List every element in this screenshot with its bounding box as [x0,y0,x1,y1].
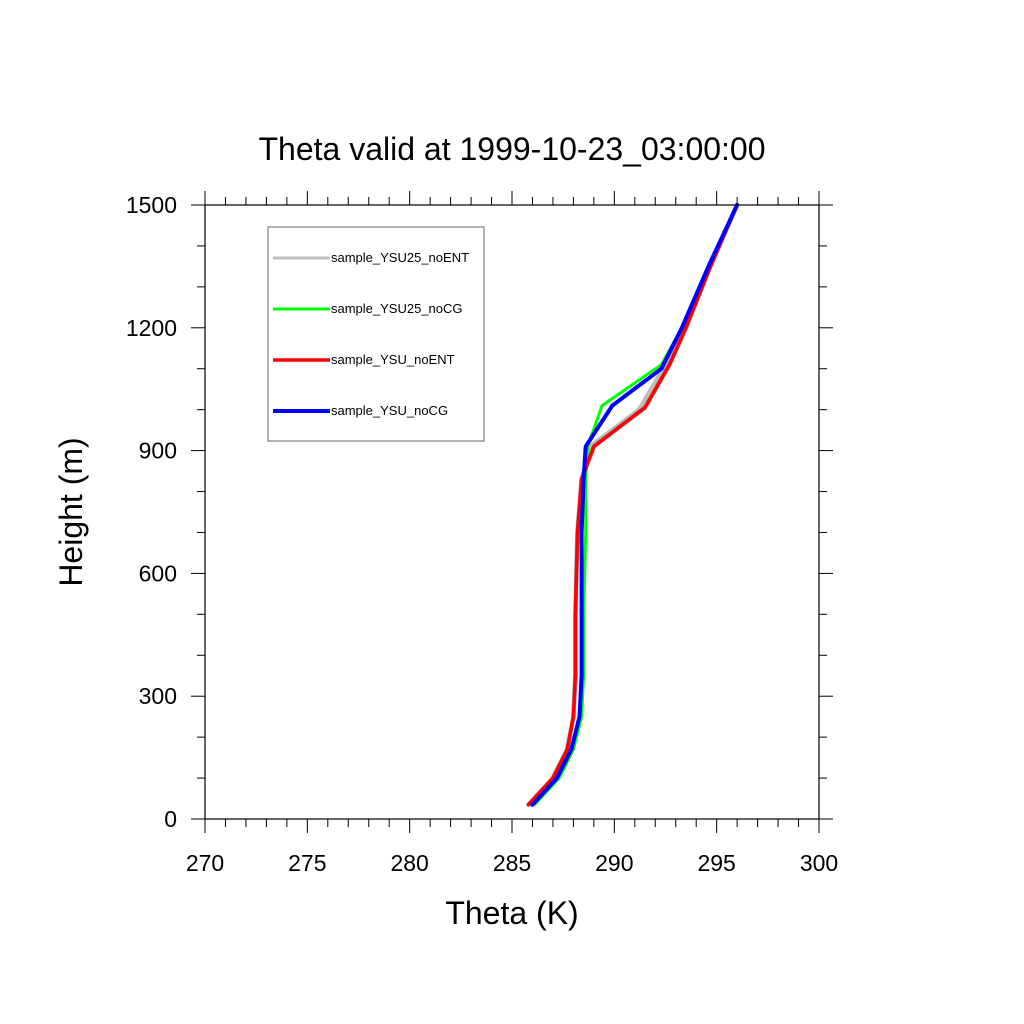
y-axis-label: Height (m) [53,437,89,586]
x-tick-label: 300 [800,850,838,876]
x-tick-label: 290 [595,850,633,876]
legend-box [267,226,485,442]
x-tick-label: 285 [493,850,531,876]
legend: sample_YSU25_noENT sample_YSU25_noCGsampl… [267,226,485,442]
y-tick-label: 300 [139,683,177,709]
x-tick-label: 275 [288,850,326,876]
chart-title: Theta valid at 1999-10-23_03:00:00 [258,131,765,167]
y-tick-label: 900 [139,438,177,464]
y-tick-label: 1500 [126,192,177,218]
legend-label: sample_YSU_noCG [331,403,448,418]
legend-label: sample_YSU_noENT [331,352,455,367]
legend-label: sample_YSU25_noENT [331,250,469,265]
y-tick-labels: 0 300 600 900 1200 1500 [126,192,177,832]
x-tick-label: 280 [390,850,428,876]
x-tick-label: 270 [186,850,224,876]
axes [191,191,833,833]
series-line-4 [530,203,740,807]
x-tick-labels: 270 275 280 285 290 295 300 [186,850,838,876]
y-tick-label: 600 [139,560,177,586]
y-tick-label: 0 [164,806,177,832]
y-tick-label: 1200 [126,315,177,341]
x-axis-label: Theta (K) [445,895,578,931]
plot-frame [204,204,820,820]
legend-label: sample_YSU25_noCG [331,301,463,316]
plot-lines [526,202,740,808]
series-line-3 [526,203,739,807]
x-tick-label: 295 [697,850,735,876]
